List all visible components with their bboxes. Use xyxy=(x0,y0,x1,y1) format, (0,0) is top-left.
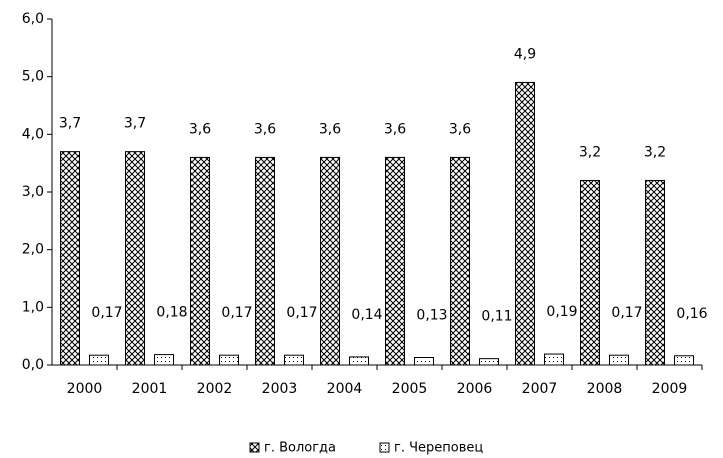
value-label: 0,17 xyxy=(221,305,252,321)
bar xyxy=(544,353,564,366)
x-tick-label: 2007 xyxy=(522,381,558,397)
x-tick-label: 2000 xyxy=(67,381,103,397)
x-tick-label: 2008 xyxy=(587,381,623,397)
y-tick-label: 0,0 xyxy=(22,357,44,373)
bar xyxy=(60,151,80,366)
bar xyxy=(580,179,600,366)
y-tick-label: 1,0 xyxy=(22,299,44,315)
bar xyxy=(125,151,145,366)
x-tick-label: 2002 xyxy=(197,381,233,397)
bar xyxy=(515,81,535,366)
legend-swatch xyxy=(379,442,390,453)
x-tick-label: 2003 xyxy=(262,381,298,397)
value-label: 3,7 xyxy=(124,116,146,132)
value-label: 0,17 xyxy=(611,305,642,321)
y-tick-label: 4,0 xyxy=(22,126,44,142)
legend-swatch xyxy=(249,442,260,453)
value-label: 0,11 xyxy=(481,309,512,325)
x-tick-label: 2009 xyxy=(652,381,688,397)
y-tick-label: 2,0 xyxy=(22,242,44,258)
bar xyxy=(190,156,210,366)
value-label: 3,6 xyxy=(319,121,341,137)
x-tick-label: 2001 xyxy=(132,381,168,397)
bar xyxy=(414,357,434,366)
value-label: 3,6 xyxy=(384,121,406,137)
bar xyxy=(219,354,239,366)
value-label: 0,18 xyxy=(156,305,187,321)
bar xyxy=(450,156,470,366)
value-label: 0,17 xyxy=(286,305,317,321)
value-label: 3,7 xyxy=(59,116,81,132)
bar xyxy=(674,355,694,366)
value-label: 3,6 xyxy=(254,121,276,137)
value-label: 0,17 xyxy=(91,305,122,321)
value-label: 0,16 xyxy=(676,306,707,322)
bar xyxy=(89,354,109,366)
y-tick-label: 3,0 xyxy=(22,184,44,200)
value-label: 0,14 xyxy=(351,307,382,323)
value-label: 0,13 xyxy=(416,308,447,324)
bar xyxy=(385,156,405,366)
value-label: 3,6 xyxy=(189,121,211,137)
value-label: 0,19 xyxy=(546,304,577,320)
bar xyxy=(284,354,304,366)
bar xyxy=(255,156,275,366)
y-tick-label: 6,0 xyxy=(22,11,44,27)
y-tick-label: 5,0 xyxy=(22,69,44,85)
x-tick-label: 2006 xyxy=(457,381,493,397)
legend-label: г. Череповец xyxy=(394,441,483,456)
x-tick-label: 2005 xyxy=(392,381,428,397)
bar xyxy=(645,179,665,366)
x-tick-label: 2004 xyxy=(327,381,363,397)
value-label: 3,6 xyxy=(449,121,471,137)
bar xyxy=(479,358,499,366)
value-label: 3,2 xyxy=(579,144,601,160)
legend-label: г. Вологда xyxy=(264,441,336,456)
bar xyxy=(154,354,174,366)
value-label: 3,2 xyxy=(644,144,666,160)
value-label: 4,9 xyxy=(514,46,536,62)
bar xyxy=(320,156,340,366)
bar xyxy=(349,356,369,366)
bar xyxy=(609,354,629,366)
